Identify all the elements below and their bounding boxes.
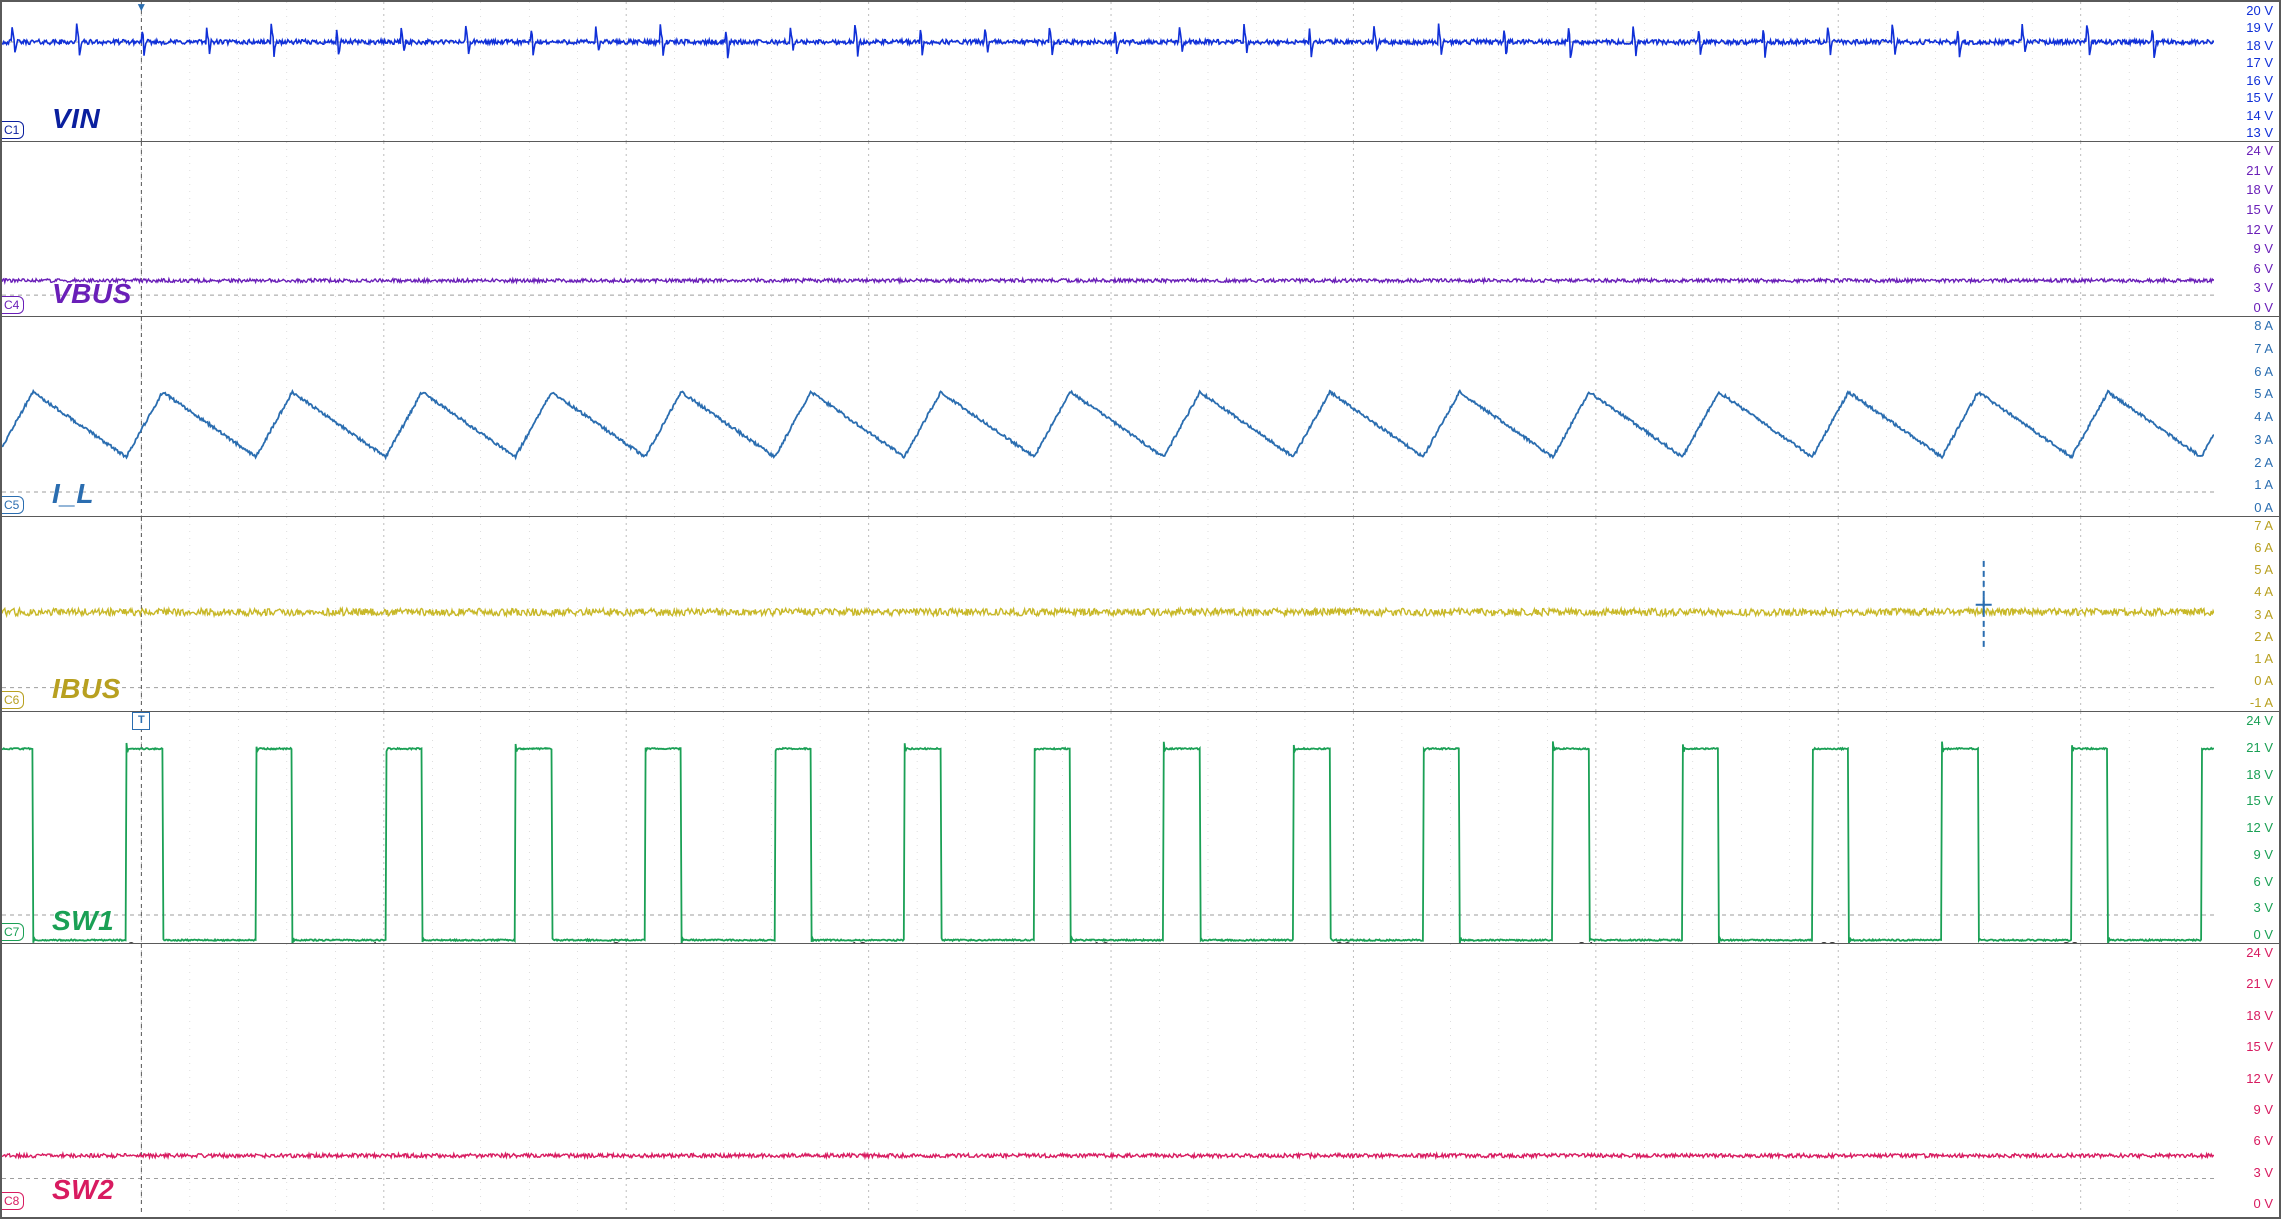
ytick-label: 3 A [2214,608,2273,621]
plot-area [2,517,2214,711]
plot-area: ▼ [2,2,2214,141]
plot-area [2,317,2214,516]
ytick-label: 8 A [2214,319,2273,332]
ytick-label: 18 V [2214,183,2273,196]
ytick-label: 24 V [2214,946,2273,959]
channel-c4: 24 V 21 V 18 V 15 V 12 V 9 V 6 V 3 V 0 V VBUS C4 [2,142,2279,317]
channel-label: SW2 [52,1174,114,1206]
ytick-label: 12 V [2214,821,2273,834]
ytick-label: 21 V [2214,741,2273,754]
channel-label: I_L [52,478,94,510]
ytick-label: 15 V [2214,794,2273,807]
ytick-label: 3 V [2214,281,2273,294]
ytick-label: 2 A [2214,630,2273,643]
trace-c8 [2,1154,2214,1158]
ytick-label: 3 V [2214,901,2273,914]
channel-label: VIN [52,103,100,135]
oscilloscope-capture: ▼ 20 V 19 V 18 V 17 V 16 V 15 V 14 V 13 V VIN C1 24… [0,0,2281,1219]
yaxis-c8: 24 V 21 V 18 V 15 V 12 V 9 V 6 V 3 V 0 V [2214,944,2279,1212]
ytick-label: 7 A [2214,519,2273,532]
waveform-svg [2,142,2214,316]
ytick-label: 0 A [2214,674,2273,687]
channel-tag: C7 [2,923,24,941]
yaxis-c6: 7 A 6 A 5 A 4 A 3 A 2 A 1 A 0 A -1 A [2214,517,2279,711]
waveform-svg [2,712,2214,943]
plot-area [2,944,2214,1212]
channel-tag: C4 [2,296,24,314]
channel-label: SW1 [52,905,114,937]
plot-area [2,142,2214,316]
channel-tag: C1 [2,121,24,139]
ytick-label: 16 V [2214,74,2273,87]
ytick-label: 5 A [2214,387,2273,400]
ytick-label: 18 V [2214,39,2273,52]
trace-c5 [2,391,2214,458]
channel-label: VBUS [52,278,132,310]
trace-c4 [2,279,2214,283]
plot-area: T0 µs4 µs8 µs12 µs16 µs20 µs24 µs28 µs32… [2,712,2214,943]
ytick-label: 9 V [2214,242,2273,255]
ytick-label: 2 A [2214,456,2273,469]
channel-c1: ▼ 20 V 19 V 18 V 17 V 16 V 15 V 14 V 13 V VIN C1 [2,2,2279,142]
channel-c6: 7 A 6 A 5 A 4 A 3 A 2 A 1 A 0 A -1 A IBUS C6 [2,517,2279,712]
ytick-label: 18 V [2214,1009,2273,1022]
ytick-label: 15 V [2214,1040,2273,1053]
ytick-label: 0 A [2214,501,2273,514]
channel-tag: C5 [2,496,24,514]
ytick-label: 17 V [2214,56,2273,69]
ytick-label: 6 A [2214,365,2273,378]
ytick-label: 6 V [2214,262,2273,275]
ytick-label: 18 V [2214,768,2273,781]
ytick-label: 3 A [2214,433,2273,446]
ytick-label: 14 V [2214,109,2273,122]
ytick-label: 5 A [2214,563,2273,576]
yaxis-c5: 8 A 7 A 6 A 5 A 4 A 3 A 2 A 1 A 0 A [2214,317,2279,516]
channel-tag: C8 [2,1192,24,1210]
trace-c6 [2,608,2214,615]
ytick-label: 1 A [2214,652,2273,665]
waveform-svg [2,944,2214,1212]
channel-c5: 8 A 7 A 6 A 5 A 4 A 3 A 2 A 1 A 0 A I_L C5 [2,317,2279,517]
ytick-label: 7 A [2214,342,2273,355]
ytick-label: 15 V [2214,203,2273,216]
ytick-label: 0 V [2214,928,2273,941]
ytick-label: 3 V [2214,1166,2273,1179]
trace-c1 [2,24,2214,59]
ytick-label: 0 V [2214,301,2273,314]
ytick-label: 24 V [2214,144,2273,157]
yaxis-c1: 20 V 19 V 18 V 17 V 16 V 15 V 14 V 13 V [2214,2,2279,141]
ytick-label: 0 V [2214,1197,2273,1210]
yaxis-c7: 24 V 21 V 18 V 15 V 12 V 9 V 6 V 3 V 0 V [2214,712,2279,943]
ytick-label: 9 V [2214,848,2273,861]
ytick-label: 15 V [2214,91,2273,104]
channel-tag: C6 [2,691,24,709]
ytick-label: 20 V [2214,4,2273,17]
ytick-label: 24 V [2214,714,2273,727]
waveform-svg [2,317,2214,516]
ytick-label: 6 V [2214,1134,2273,1147]
waveform-svg [2,517,2214,711]
waveform-svg [2,2,2214,141]
trigger-marker-icon: ▼ [135,2,147,14]
channel-c8: 24 V 21 V 18 V 15 V 12 V 9 V 6 V 3 V 0 V SW2 C8 [2,944,2279,1212]
ytick-label: 13 V [2214,126,2273,139]
ytick-label: 21 V [2214,164,2273,177]
ytick-label: 12 V [2214,223,2273,236]
ytick-label: 1 A [2214,478,2273,491]
trigger-flag: T [132,712,150,730]
trace-c7 [2,741,2214,943]
channel-label: IBUS [52,673,121,705]
ytick-label: 19 V [2214,21,2273,34]
ytick-label: 9 V [2214,1103,2273,1116]
ytick-label: -1 A [2214,696,2273,709]
ytick-label: 12 V [2214,1072,2273,1085]
ytick-label: 21 V [2214,977,2273,990]
ytick-label: 4 A [2214,585,2273,598]
ytick-label: 4 A [2214,410,2273,423]
ytick-label: 6 A [2214,541,2273,554]
ytick-label: 6 V [2214,875,2273,888]
yaxis-c4: 24 V 21 V 18 V 15 V 12 V 9 V 6 V 3 V 0 V [2214,142,2279,316]
channel-c7: T0 µs4 µs8 µs12 µs16 µs20 µs24 µs28 µs32… [2,712,2279,944]
